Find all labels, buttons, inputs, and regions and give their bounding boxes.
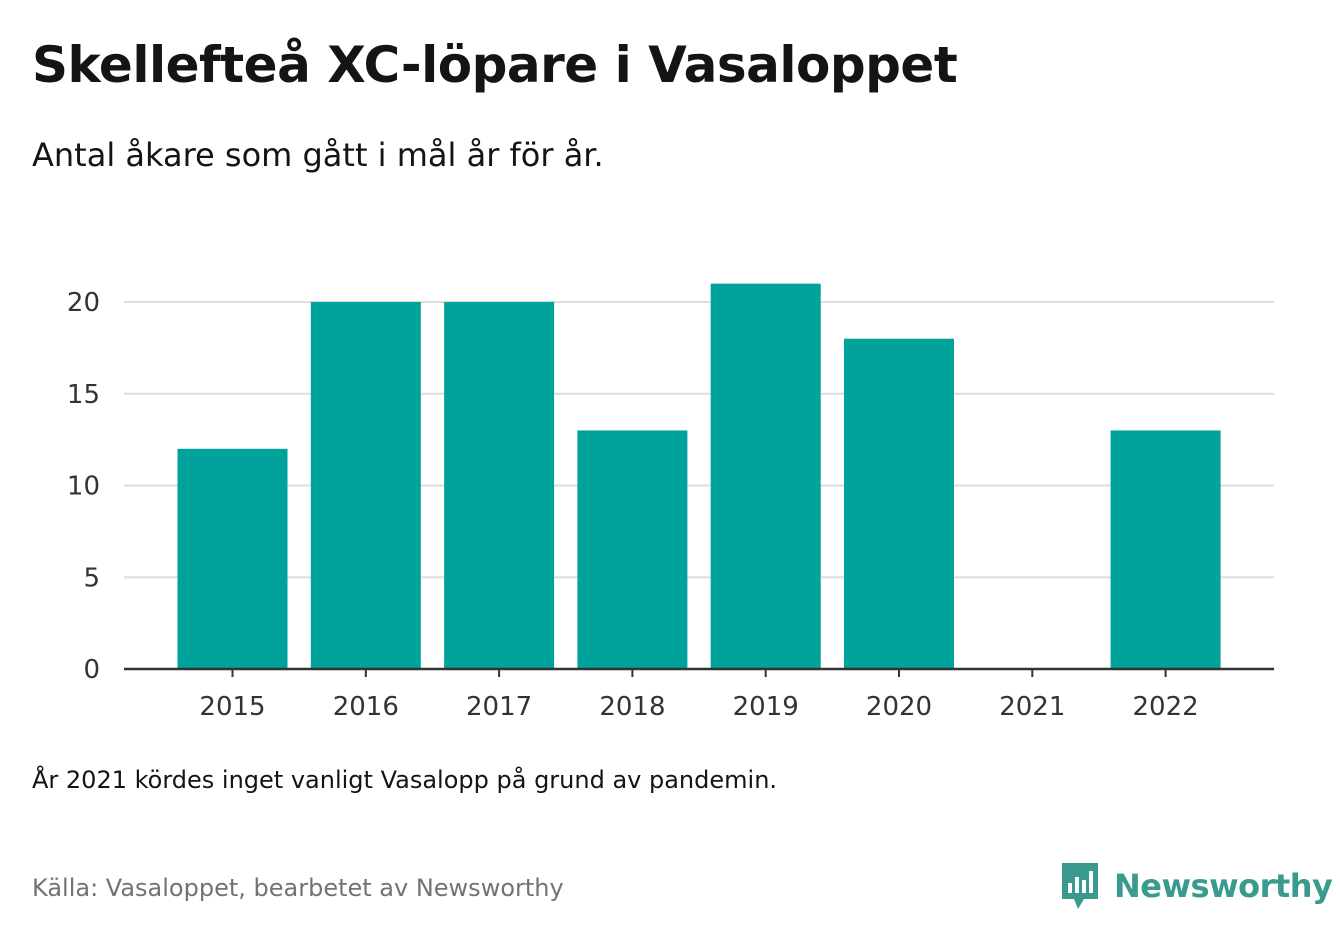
bar-2016: [310, 302, 421, 669]
y-tick-label: 15: [67, 380, 100, 410]
x-tick-label: 2019: [733, 692, 799, 722]
bar-2018: [577, 430, 688, 669]
bar-2017: [444, 302, 555, 669]
chart-subtitle: Antal åkare som gått i mål år för år.: [32, 136, 604, 174]
brand-logo: Newsworthy: [1060, 860, 1333, 912]
x-tick-label: 2016: [333, 692, 399, 722]
x-tick-label: 2020: [866, 692, 932, 722]
bar-2022: [1110, 430, 1221, 669]
y-tick-label: 20: [67, 288, 100, 318]
chart-title: Skellefteå XC-löpare i Vasaloppet: [32, 36, 958, 94]
bar-2019: [710, 283, 821, 669]
bar-2015: [177, 448, 288, 669]
newsworthy-logo-icon: [1062, 863, 1098, 909]
bar-chart: 0 5 10 15 20 2015 2016 2017 2018 2019 2020 2021 2022: [67, 283, 1274, 722]
x-tick-label: 2022: [1133, 692, 1199, 722]
y-tick-label: 5: [83, 563, 100, 593]
x-tick-label: 2017: [466, 692, 532, 722]
y-tick-label: 10: [67, 472, 100, 502]
y-tick-label: 0: [83, 655, 100, 685]
x-tick-label: 2015: [199, 692, 265, 722]
brand-name: Newsworthy: [1114, 867, 1333, 905]
x-tick-label: 2021: [999, 692, 1065, 722]
bar-2020: [844, 338, 954, 669]
source-credit: Källa: Vasaloppet, bearbetet av Newswort…: [32, 874, 564, 902]
chart-note: År 2021 kördes inget vanligt Vasalopp på…: [32, 766, 778, 794]
x-tick-label: 2018: [599, 692, 665, 722]
